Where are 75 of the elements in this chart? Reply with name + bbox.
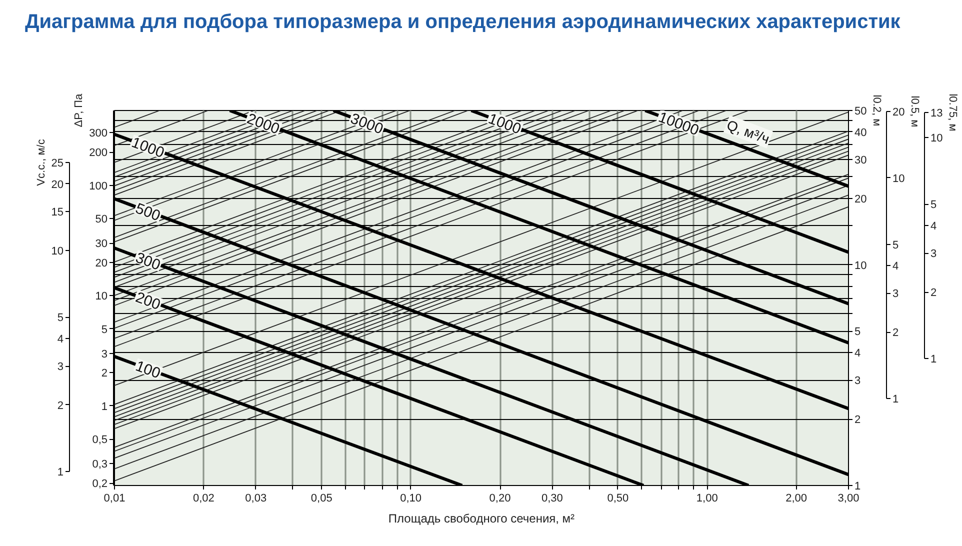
x-tick-label: 1,00 bbox=[696, 492, 718, 504]
text: 2000 bbox=[244, 110, 282, 138]
y-tick-label: 1 bbox=[854, 480, 861, 492]
y-tick-label: 1 bbox=[57, 466, 64, 478]
x-tick-label: 0,10 bbox=[400, 492, 422, 504]
text: 1000 bbox=[129, 134, 166, 162]
legend-title: Q, м³/ч bbox=[724, 116, 772, 147]
x-tick-label: 0,30 bbox=[541, 492, 563, 504]
y-tick-label: 20 bbox=[892, 106, 905, 118]
y-tick-label: 1 bbox=[101, 400, 108, 413]
x-tick-label: 0,02 bbox=[192, 492, 214, 504]
y-tick-label: 5 bbox=[930, 199, 937, 212]
y-tick-label: 20 bbox=[51, 178, 64, 191]
y-tick-label: 0,5 bbox=[92, 434, 108, 446]
x-tick-label: 0,20 bbox=[489, 492, 511, 504]
y-tick-label: 50 bbox=[95, 214, 108, 226]
text: 3000 bbox=[348, 110, 386, 138]
y-tick-label: 4 bbox=[854, 348, 861, 360]
y-tick-label: 10 bbox=[892, 172, 905, 185]
y-tick-label: 40 bbox=[854, 126, 867, 139]
y-tick-label: 5 bbox=[854, 326, 861, 338]
y-tick-label: 15 bbox=[51, 206, 64, 219]
x-tick-label: 0,03 bbox=[245, 492, 267, 504]
y-tick-label: 2 bbox=[930, 287, 937, 300]
x-tick-label: 3,00 bbox=[838, 492, 860, 504]
y-tick-label: 3 bbox=[930, 248, 937, 260]
y-tick-label: 10 bbox=[854, 260, 867, 272]
y-tick-label: 300 bbox=[89, 128, 108, 140]
y-tick-label: 2 bbox=[101, 368, 108, 380]
chart-title: Диаграмма для подбора типоразмера и определения аэродинамических характеристик bbox=[25, 10, 900, 34]
y-tick-label: 100 bbox=[89, 180, 108, 192]
y-tick-label: 50 bbox=[854, 106, 867, 118]
y-tick-label: 10 bbox=[95, 290, 108, 303]
y-tick-label: 5 bbox=[57, 312, 64, 324]
y-tick-label: 0,3 bbox=[92, 458, 108, 471]
y-tick-label: 5 bbox=[101, 324, 108, 336]
y-tick-label: 3 bbox=[101, 348, 108, 360]
y-tick-label: 3 bbox=[57, 361, 64, 374]
y-axis-title: Vс.с., м/с bbox=[35, 138, 48, 186]
y-axis-title: l0.75, м bbox=[946, 94, 959, 132]
y-tick-label: 10 bbox=[930, 132, 943, 145]
y-tick-label: 30 bbox=[95, 238, 108, 250]
y-tick-label: 3 bbox=[892, 288, 899, 300]
text: 500 bbox=[133, 200, 163, 225]
y-tick-label: 20 bbox=[854, 193, 867, 206]
y-tick-label: 2 bbox=[854, 414, 861, 426]
x-tick-label: 0,50 bbox=[607, 492, 629, 504]
text: 100 bbox=[133, 358, 163, 382]
x-tick-label: 0,01 bbox=[104, 492, 126, 504]
y-tick-label: 4 bbox=[892, 260, 899, 273]
x-axis-title: Площадь свободного сечения, м² bbox=[388, 512, 575, 526]
y-tick-label: 1 bbox=[930, 354, 937, 366]
y-tick-label: 13 bbox=[930, 108, 943, 120]
text: 1000 bbox=[486, 110, 524, 138]
y-tick-label: 4 bbox=[930, 220, 937, 233]
text: 300 bbox=[133, 249, 163, 274]
y-tick-label: 5 bbox=[892, 239, 899, 252]
x-tick-label: 0,05 bbox=[310, 492, 332, 504]
y-tick-label: 3 bbox=[854, 375, 861, 388]
y-tick-label: 10 bbox=[51, 245, 64, 258]
text: 10000 bbox=[656, 108, 702, 140]
y-tick-label: 2 bbox=[57, 400, 64, 412]
y-tick-label: 0,2 bbox=[92, 478, 108, 490]
y-tick-label: 1 bbox=[892, 394, 899, 406]
y-tick-label: 2 bbox=[892, 327, 899, 340]
y-axis-title: l0.2, м bbox=[870, 94, 883, 126]
x-tick-label: 2,00 bbox=[786, 492, 808, 504]
y-axis-title: l0.5, м bbox=[908, 96, 921, 128]
y-axis-title: ΔP, Па bbox=[73, 92, 86, 128]
y-tick-label: 20 bbox=[95, 257, 108, 270]
y-tick-label: 4 bbox=[57, 333, 64, 346]
y-tick-label: 30 bbox=[854, 154, 867, 166]
y-tick-label: 25 bbox=[51, 158, 64, 170]
y-tick-label: 200 bbox=[89, 147, 108, 160]
text: 200 bbox=[133, 288, 163, 314]
